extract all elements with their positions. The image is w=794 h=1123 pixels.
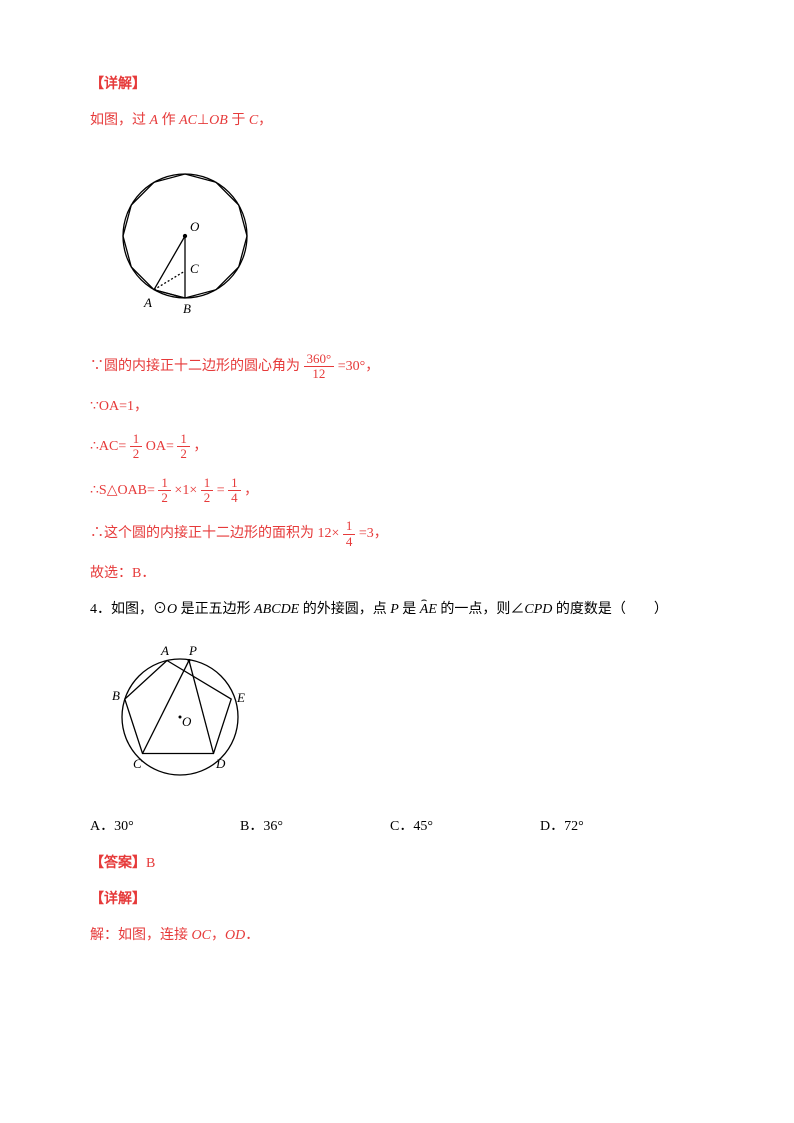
line-5: ∴S△OAB= 12 ×1× 12 = 14 ， (90, 476, 704, 506)
frac-360-12: 360°12 (304, 352, 335, 382)
text: 的外接圆，点 (299, 602, 390, 617)
detail2-header: 【详解】 (90, 889, 704, 911)
text: 是正五边形 (177, 602, 254, 617)
question-4: 4．如图，⊙O 是正五边形 ABCDE 的外接圆，点 P 是 ⌢AE 的一点，则… (90, 599, 704, 621)
var-C: C (249, 113, 258, 128)
text: 作 (158, 113, 179, 128)
label-A: A (160, 643, 169, 658)
var-A: A (150, 113, 159, 128)
text: ∴这个圆的内接正十二边形的面积为 12× (90, 526, 343, 541)
text: 4．如图，⊙ (90, 602, 167, 617)
text: ∴S△OAB= (90, 483, 158, 498)
line-3: ∵OA=1， (90, 396, 704, 418)
line-6: ∴这个圆的内接正十二边形的面积为 12× 14 =3， (90, 519, 704, 549)
label-E: E (236, 690, 245, 705)
text: 的度数是（ ） (552, 602, 668, 617)
solution-2: 解：如图，连接 OC，OD． (90, 925, 704, 947)
frac-1-2c: 12 (158, 476, 171, 506)
text: OA= (142, 439, 177, 454)
answer-line: 【答案】B (90, 853, 704, 875)
text: ， (258, 113, 272, 128)
label-A: A (143, 295, 152, 310)
var-AC: AC (179, 113, 197, 128)
text: 是 (399, 602, 420, 617)
label-O: O (182, 714, 192, 729)
answer-label: 【答案】 (90, 856, 146, 871)
frac-1-2d: 12 (201, 476, 214, 506)
text: 的一点，则∠ (437, 602, 525, 617)
perp: ⊥ (197, 113, 209, 128)
figure-pentagon: A P B E C D O (100, 640, 704, 798)
frac-1-2a: 12 (130, 432, 143, 462)
text: 解：如图，连接 (90, 928, 192, 943)
option-a: A．30° (90, 816, 160, 838)
label-P: P (188, 643, 197, 658)
option-d: D．72° (540, 816, 610, 838)
text: = (213, 483, 228, 498)
text: ， (241, 483, 259, 498)
option-b: B．36° (240, 816, 310, 838)
var-OB: OB (209, 113, 228, 128)
var-P: P (390, 602, 399, 617)
text: ． (245, 928, 259, 943)
section-header: 【详解】 (90, 74, 704, 96)
label-B: B (183, 301, 191, 316)
answer-options: A．30° B．36° C．45° D．72° (90, 816, 704, 838)
line-4: ∴AC= 12 OA= 12 ， (90, 432, 704, 462)
text: ×1× (171, 483, 201, 498)
text: 于 (228, 113, 249, 128)
text: 如图，过 (90, 113, 150, 128)
label-B: B (112, 688, 120, 703)
var-O: O (167, 602, 177, 617)
text: ， (190, 439, 208, 454)
label-D: D (215, 756, 226, 771)
frac-1-2b: 12 (177, 432, 190, 462)
var-CPD: CPD (524, 602, 552, 617)
var-OC: OC (192, 928, 211, 943)
line-2: ∵圆的内接正十二边形的圆心角为 360°12 =30°， (90, 352, 704, 382)
option-c: C．45° (390, 816, 460, 838)
frac-1-4a: 14 (228, 476, 241, 506)
var-ABCDE: ABCDE (254, 602, 299, 617)
text: ∴AC= (90, 439, 130, 454)
answer-value: B (146, 856, 155, 871)
label-C: C (133, 756, 142, 771)
var-OD: OD (225, 928, 245, 943)
label-O: O (190, 219, 200, 234)
text: =30°， (334, 359, 379, 374)
figure-dodecagon: O A B C (100, 151, 704, 334)
text: ∵圆的内接正十二边形的圆心角为 (90, 359, 304, 374)
text: =3， (355, 526, 387, 541)
text: ， (211, 928, 225, 943)
label-C: C (190, 261, 199, 276)
text: ∵OA=1， (90, 399, 148, 414)
frac-1-4b: 14 (343, 519, 356, 549)
line-7-conclusion: 故选：B． (90, 563, 704, 585)
line-1: 如图，过 A 作 AC⊥OB 于 C， (90, 110, 704, 132)
